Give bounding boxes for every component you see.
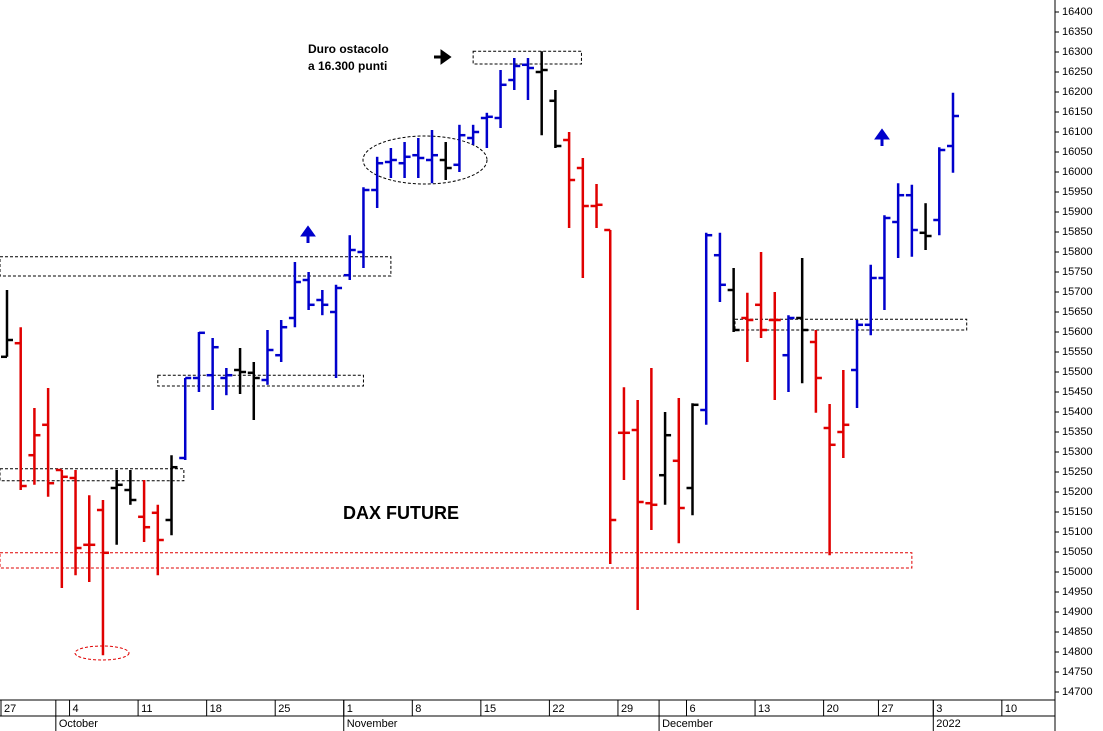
up-arrow (300, 225, 316, 243)
y-tick-label: 16250 (1062, 66, 1093, 78)
note: Duro ostacolo (308, 42, 389, 56)
month-label: 2022 (936, 718, 960, 730)
month-label: October (59, 718, 98, 730)
x-tick-label: 3 (936, 703, 942, 715)
x-tick-label: 6 (690, 703, 696, 715)
x-tick-label: 4 (73, 703, 79, 715)
y-tick-label: 15950 (1062, 186, 1093, 198)
y-tick-label: 16000 (1062, 166, 1093, 178)
x-tick-label: 20 (827, 703, 839, 715)
y-tick-label: 15600 (1062, 326, 1093, 338)
x-tick-label: 10 (1005, 703, 1017, 715)
x-tick-label: 8 (415, 703, 421, 715)
y-tick-label: 15000 (1062, 566, 1093, 578)
y-tick-label: 16050 (1062, 146, 1093, 158)
y-tick-label: 15300 (1062, 446, 1093, 458)
y-tick-label: 15650 (1062, 306, 1093, 318)
y-tick-label: 16150 (1062, 106, 1093, 118)
y-tick-label: 16400 (1062, 6, 1093, 18)
y-tick-label: 15400 (1062, 406, 1093, 418)
y-tick-label: 15150 (1062, 506, 1093, 518)
y-tick-label: 14750 (1062, 666, 1093, 678)
y-tick-label: 16350 (1062, 26, 1093, 38)
x-tick-label: 27 (881, 703, 893, 715)
y-tick-label: 15350 (1062, 426, 1093, 438)
y-tick-label: 14850 (1062, 626, 1093, 638)
x-tick-label: 11 (141, 703, 152, 715)
x-tick-label: 15 (484, 703, 496, 715)
price-zone (0, 552, 913, 569)
y-tick-label: 15250 (1062, 466, 1093, 478)
y-tick-label: 15750 (1062, 266, 1093, 278)
x-tick-label: 18 (210, 703, 222, 715)
y-tick-label: 15900 (1062, 206, 1093, 218)
y-tick-label: 15800 (1062, 246, 1093, 258)
y-tick-label: 15100 (1062, 526, 1093, 538)
price-zone (0, 256, 392, 277)
up-arrow (874, 128, 890, 146)
y-tick-label: 15200 (1062, 486, 1093, 498)
chart-title: DAX FUTURE (343, 503, 459, 523)
highlight-ellipse (362, 135, 488, 185)
y-tick-label: 15450 (1062, 386, 1093, 398)
y-tick-label: 15550 (1062, 346, 1093, 358)
y-tick-label: 15700 (1062, 286, 1093, 298)
month-label: December (662, 718, 713, 730)
price-zone (734, 318, 968, 331)
y-tick-label: 14700 (1062, 686, 1093, 698)
y-tick-label: 15500 (1062, 366, 1093, 378)
y-tick-label: 14800 (1062, 646, 1093, 658)
y-tick-label: 16100 (1062, 126, 1093, 138)
price-zone (0, 468, 185, 482)
price-zone (157, 374, 364, 387)
x-tick-label: 1 (347, 703, 353, 715)
y-tick-label: 15850 (1062, 226, 1093, 238)
x-tick-label: 29 (621, 703, 633, 715)
x-tick-label: 25 (278, 703, 290, 715)
x-tick-label: 22 (552, 703, 564, 715)
y-tick-label: 16200 (1062, 86, 1093, 98)
month-label: November (347, 718, 398, 730)
y-tick-label: 15050 (1062, 546, 1093, 558)
x-tick-label: 27 (4, 703, 16, 715)
y-tick-label: 14950 (1062, 586, 1093, 598)
x-tick-label: 13 (758, 703, 770, 715)
y-tick-label: 14900 (1062, 606, 1093, 618)
y-tick-label: 16300 (1062, 46, 1093, 58)
note: a 16.300 punti (308, 59, 387, 73)
right-arrow (434, 49, 452, 65)
